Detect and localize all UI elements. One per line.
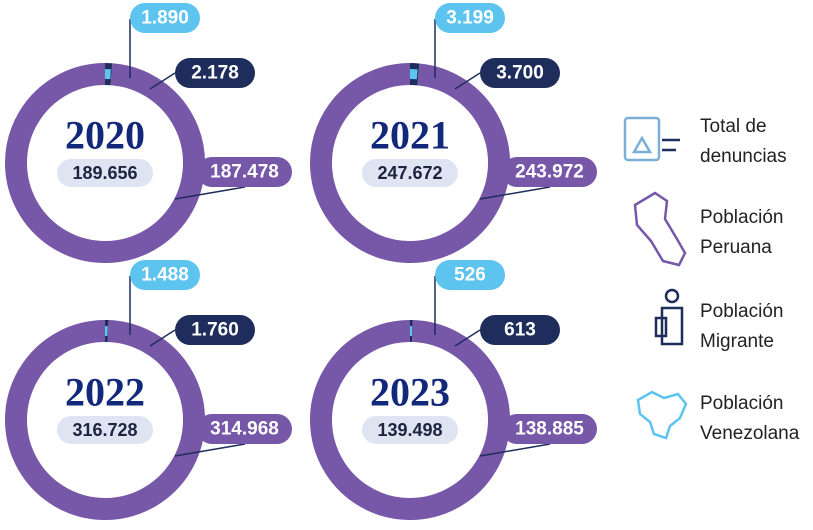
leader-line xyxy=(149,72,176,90)
value-label: 526 xyxy=(454,265,486,286)
value-label: 1.760 xyxy=(191,320,239,341)
total-pill xyxy=(362,416,458,444)
donut: 2021 247.672 3.199 3.700 243.972 xyxy=(310,3,597,263)
value-pill xyxy=(175,58,255,88)
value-label: 314.968 xyxy=(210,419,279,440)
value-pill xyxy=(502,414,597,444)
year-title: 2021 xyxy=(370,113,450,158)
donut: 2022 316.728 1.488 1.760 314.968 xyxy=(5,260,292,520)
leader-line xyxy=(149,329,176,347)
value-pill xyxy=(435,260,505,290)
value-pill xyxy=(197,414,292,444)
leader-line xyxy=(479,186,551,200)
migrant-icon xyxy=(654,306,684,346)
peruvian-arc xyxy=(5,63,205,263)
total-label: 316.728 xyxy=(72,420,137,440)
value-label: 613 xyxy=(504,320,536,341)
peruvian-arc xyxy=(5,320,205,520)
leader-line xyxy=(479,443,551,457)
value-pill xyxy=(480,315,560,345)
value-pill xyxy=(480,58,560,88)
value-label: 1.890 xyxy=(141,8,189,29)
year-title: 2020 xyxy=(65,113,145,158)
value-pill xyxy=(130,260,200,290)
donut: 2020 189.656 1.890 2.178 187.478 xyxy=(5,3,292,263)
legend-label: Población Venezolana xyxy=(700,393,800,444)
legend-label: Población Peruana xyxy=(700,207,784,258)
value-pill xyxy=(175,315,255,345)
value-label: 3.199 xyxy=(446,8,494,29)
total-pill xyxy=(57,416,153,444)
total-label: 139.498 xyxy=(377,420,442,440)
value-label: 243.972 xyxy=(515,162,584,183)
total-pill xyxy=(57,159,153,187)
value-pill xyxy=(502,157,597,187)
leader-line xyxy=(454,72,481,90)
value-label: 3.700 xyxy=(496,63,544,84)
total-label: 189.656 xyxy=(72,163,137,183)
value-pill xyxy=(130,3,200,33)
peruvian-arc xyxy=(310,63,510,263)
legend-label: Población Migrante xyxy=(700,301,784,352)
venezuela-map-icon xyxy=(636,390,688,440)
legend-label: Total de denuncias xyxy=(700,116,787,167)
peru-map-icon xyxy=(633,191,687,267)
peruvian-arc xyxy=(310,320,510,520)
year-title: 2023 xyxy=(370,370,450,415)
person-head-icon xyxy=(664,288,680,304)
value-pill xyxy=(435,3,505,33)
year-title: 2022 xyxy=(65,370,145,415)
value-label: 2.178 xyxy=(191,63,239,84)
warning-icon xyxy=(631,135,653,154)
donut: 2023 139.498 526 613 138.885 xyxy=(310,260,597,520)
document-icon xyxy=(623,116,661,162)
total-label: 247.672 xyxy=(377,163,442,183)
value-label: 1.488 xyxy=(141,265,189,286)
leader-line xyxy=(174,186,246,200)
value-label: 187.478 xyxy=(210,162,279,183)
value-pill xyxy=(197,157,292,187)
leader-line xyxy=(454,329,481,347)
value-label: 138.885 xyxy=(515,419,584,440)
leader-line xyxy=(174,443,246,457)
legend-icons xyxy=(623,116,688,440)
total-pill xyxy=(362,159,458,187)
hand-icon xyxy=(662,138,680,152)
